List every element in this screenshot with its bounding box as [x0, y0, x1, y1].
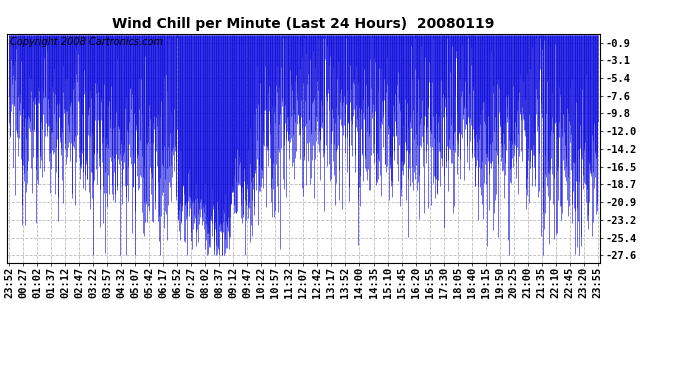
Title: Wind Chill per Minute (Last 24 Hours)  20080119: Wind Chill per Minute (Last 24 Hours) 20… [112, 17, 495, 31]
Text: Copyright 2008 Cartronics.com: Copyright 2008 Cartronics.com [10, 37, 163, 47]
